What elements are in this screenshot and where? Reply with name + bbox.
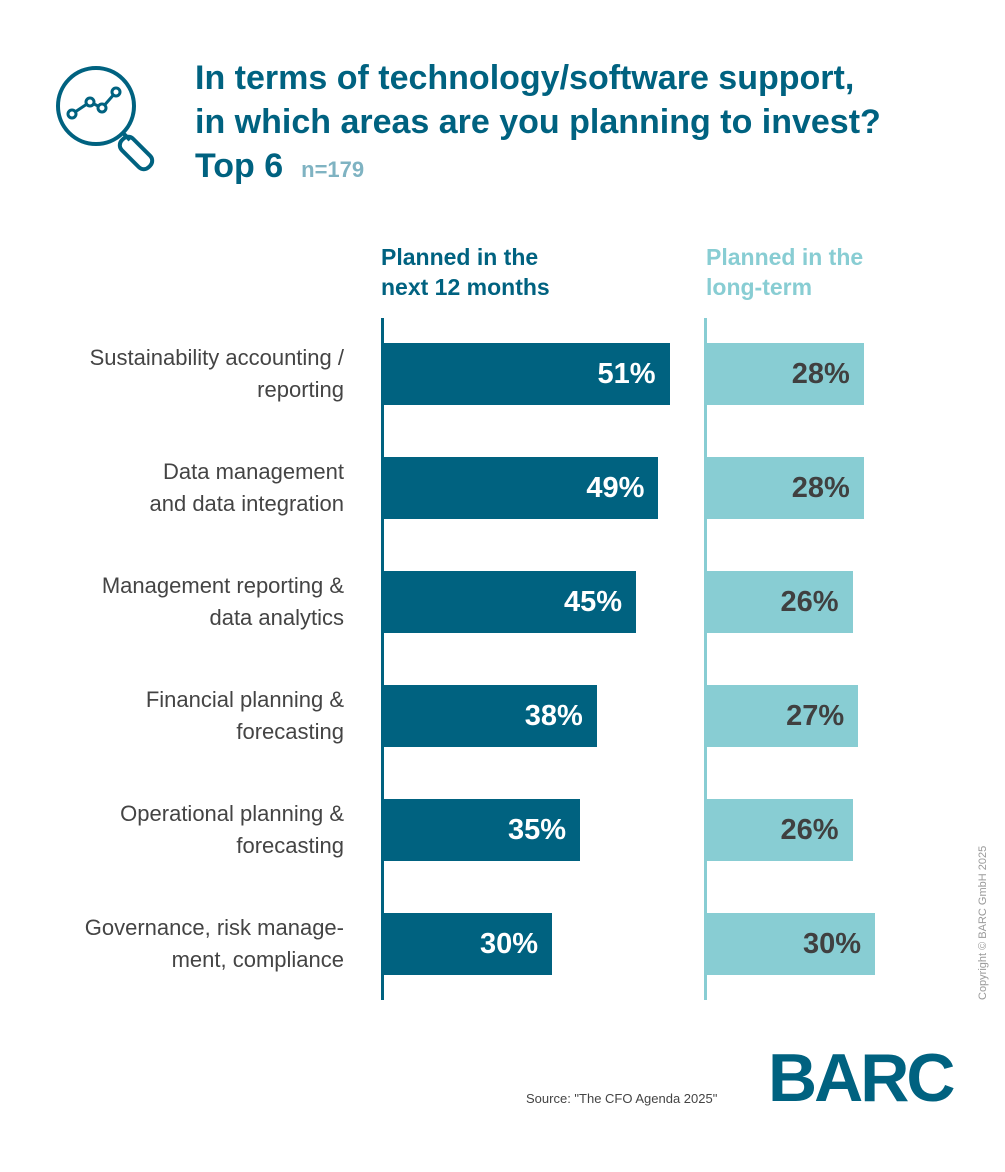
bar-next-12-months — [384, 343, 670, 405]
data-label-long-term: 27% — [786, 700, 845, 732]
series-header-next-12-months: Planned in the next 12 months — [381, 244, 550, 300]
axis-line-long-term — [704, 318, 707, 1000]
data-label-long-term: 30% — [802, 928, 861, 960]
data-label-long-term: 26% — [780, 586, 839, 618]
source-note: Source: "The CFO Agenda 2025" — [526, 1091, 718, 1106]
data-label-next-12-months: 49% — [586, 472, 645, 504]
bar-next-12-months — [384, 799, 580, 861]
sample-size: n=179 — [301, 157, 365, 182]
axis-line-next-12-months — [381, 318, 384, 1000]
category-label: Management reporting & data analytics — [101, 573, 344, 630]
data-label-next-12-months: 38% — [524, 700, 583, 732]
bar-next-12-months — [384, 685, 597, 747]
category-label: Governance, risk manage- ment, complianc… — [84, 915, 344, 972]
copyright-note: Copyright © BARC GmbH 2025 — [977, 845, 989, 1000]
data-label-long-term: 28% — [791, 358, 850, 390]
data-label-next-12-months: 45% — [563, 586, 622, 618]
bar-long-term — [707, 799, 853, 861]
barc-logo: BARC — [768, 1040, 955, 1116]
data-label-long-term: 28% — [791, 472, 850, 504]
category-label: Sustainability accounting / reporting — [89, 345, 344, 402]
category-label: Operational planning & forecasting — [120, 801, 344, 858]
bar-long-term — [707, 571, 853, 633]
data-label-next-12-months: 30% — [479, 928, 538, 960]
title-line-1: In terms of technology/software support, — [195, 59, 855, 97]
bar-next-12-months — [384, 457, 659, 519]
data-label-long-term: 26% — [780, 814, 839, 846]
bar-next-12-months — [384, 913, 552, 975]
title-line-3: Top 6 — [195, 147, 284, 185]
magnifier-trend-icon — [56, 66, 155, 172]
data-label-next-12-months: 35% — [507, 814, 566, 846]
bar-long-term — [707, 457, 864, 519]
series-header-long-term: Planned in the long-term — [706, 244, 864, 300]
category-label: Financial planning & forecasting — [145, 687, 344, 744]
bar-long-term — [707, 685, 859, 747]
bar-long-term — [707, 913, 875, 975]
bar-next-12-months — [384, 571, 636, 633]
data-label-next-12-months: 51% — [597, 358, 656, 390]
chart-title: In terms of technology/software support,… — [195, 56, 955, 192]
title-line-2: in which areas are you planning to inves… — [195, 103, 881, 141]
bar-long-term — [707, 343, 864, 405]
category-label: Data management and data integration — [149, 459, 345, 516]
